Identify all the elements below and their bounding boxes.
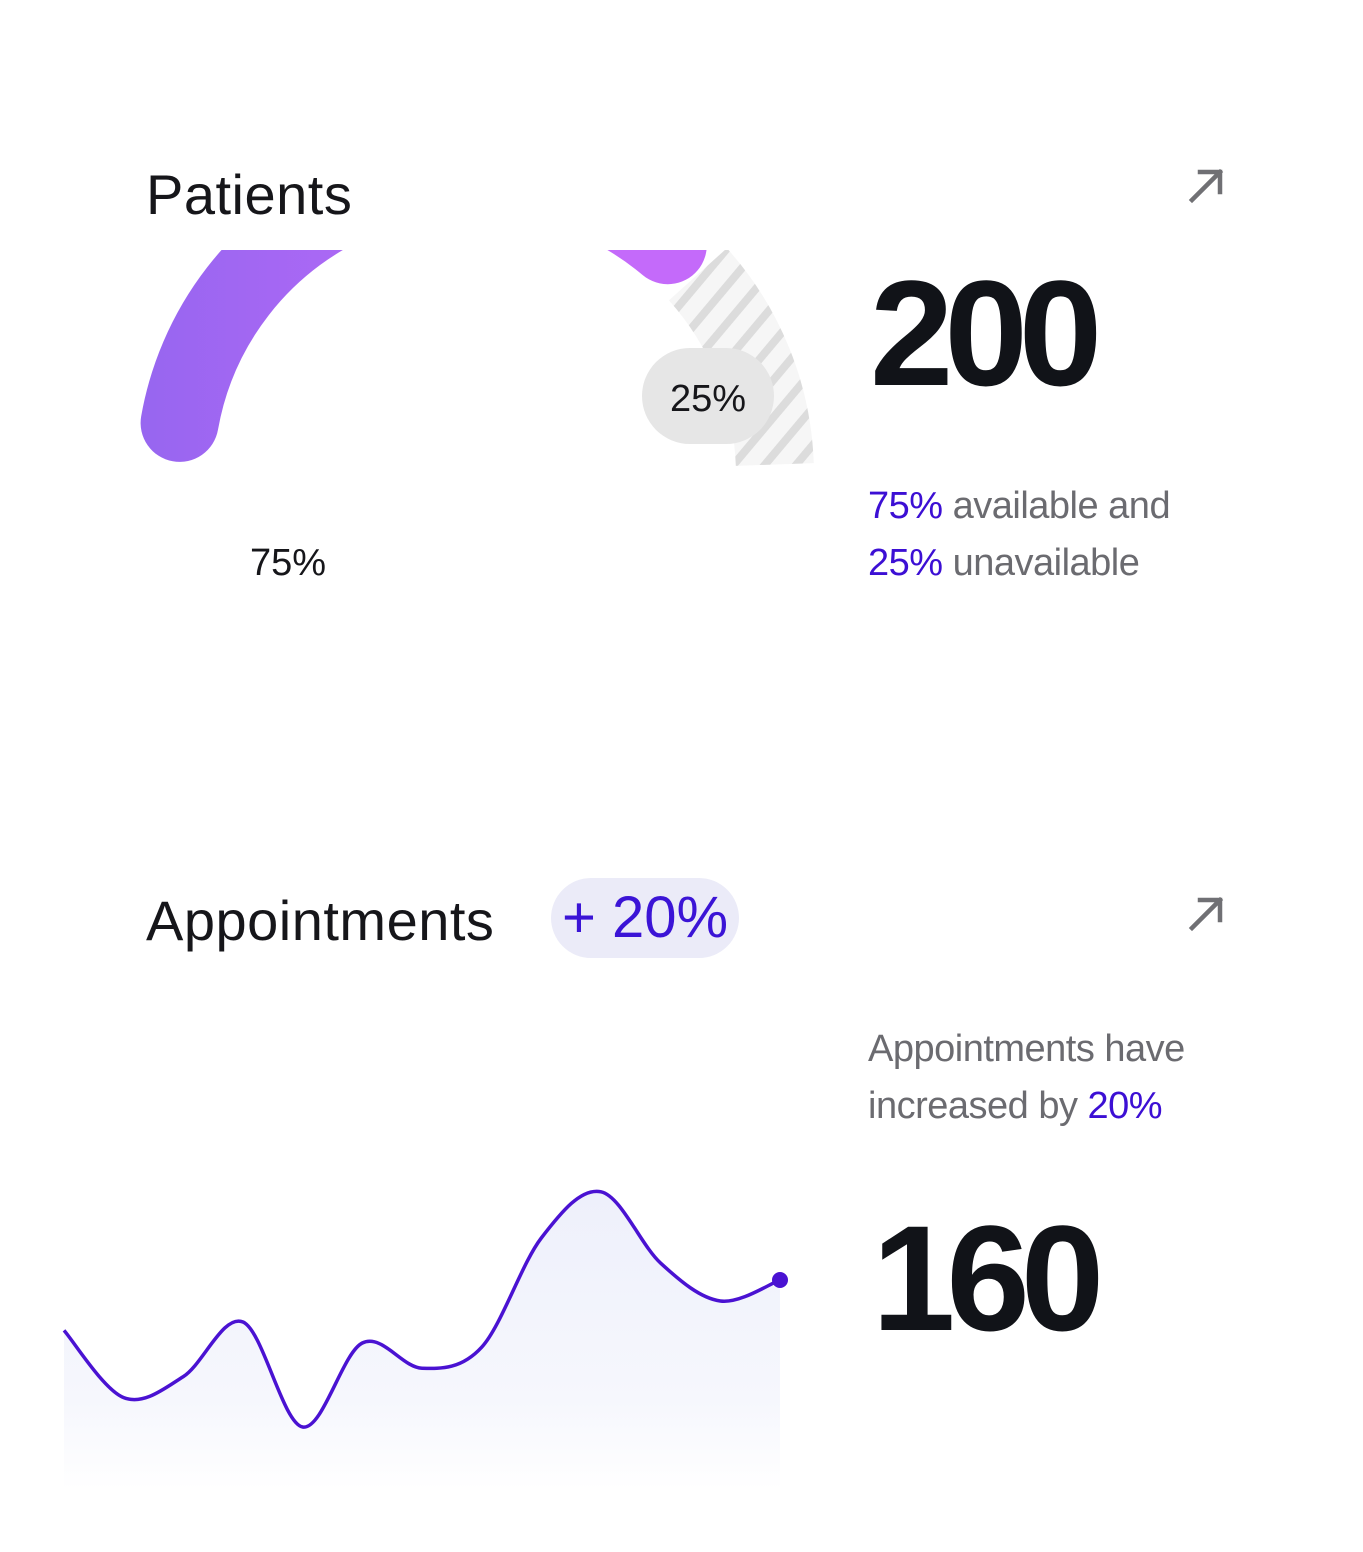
appointments-description-line-1: Appointments have: [868, 1028, 1185, 1070]
patients-total: 200: [870, 249, 1102, 417]
area-fill: [64, 1191, 780, 1490]
increase-text: increased by: [868, 1085, 1088, 1127]
available-percent: 75%: [868, 485, 943, 527]
arrow-up-right-icon[interactable]: [1186, 894, 1226, 934]
gauge-label-unavailable: 25%: [670, 378, 746, 420]
patients-description-line-2: 25% unavailable: [868, 535, 1170, 592]
appointments-title: Appointments: [146, 889, 495, 952]
arrow-up-right-icon[interactable]: [1186, 166, 1226, 206]
gauge-label-available: 75%: [250, 542, 326, 584]
series-line: [62, 1189, 781, 1429]
available-text: available and: [942, 485, 1171, 527]
patients-description-line-1: 75% available and: [868, 478, 1171, 535]
gauge-label-bubble: [642, 348, 774, 444]
appointments-change-badge: + 20%: [551, 878, 739, 958]
appointments-description-line-2: increased by 20%: [868, 1078, 1185, 1135]
unavailable-text: unavailable: [942, 542, 1140, 584]
end-point: [772, 1272, 788, 1288]
gauge-segment-available: [140, 250, 707, 462]
patients-title: Patients: [146, 163, 353, 226]
patients-gauge-chart: 75% 25%: [140, 250, 814, 606]
patients-description: 75% available and 25% unavailable: [868, 478, 1171, 592]
appointments-area-chart: [62, 1189, 788, 1490]
gauge-label-bubble: [226, 518, 314, 606]
increase-percent: 20%: [1087, 1085, 1163, 1127]
appointments-total: 160: [872, 1194, 1104, 1362]
appointments-description: Appointments have increased by 20%: [868, 1021, 1185, 1135]
unavailable-percent: 25%: [868, 542, 943, 584]
